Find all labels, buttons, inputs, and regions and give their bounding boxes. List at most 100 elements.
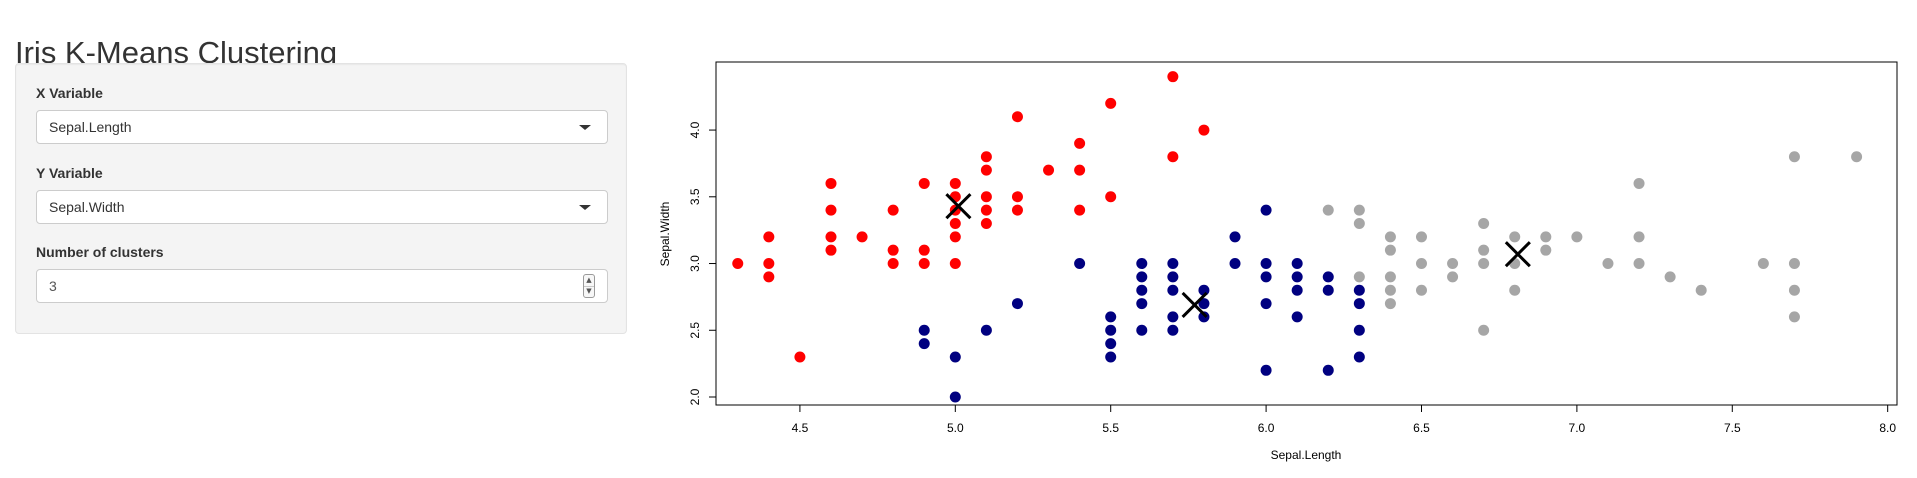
data-point-cluster-2 bbox=[1136, 258, 1148, 270]
data-point-cluster-1 bbox=[763, 271, 775, 283]
x-tick-label: 4.5 bbox=[792, 421, 809, 435]
data-point-cluster-2 bbox=[1167, 271, 1179, 283]
data-point-cluster-2 bbox=[1353, 324, 1365, 336]
x-tick-label: 7.0 bbox=[1569, 421, 1586, 435]
centroid-stroke bbox=[1504, 241, 1531, 268]
data-point-cluster-1 bbox=[1198, 124, 1210, 136]
data-point-cluster-2 bbox=[1260, 298, 1272, 310]
data-point-cluster-2 bbox=[1260, 364, 1272, 376]
y-tick-label: 3.0 bbox=[688, 255, 702, 272]
data-point-cluster-1 bbox=[1074, 204, 1086, 216]
data-point-cluster-1 bbox=[949, 177, 961, 189]
data-point-cluster-3 bbox=[1757, 258, 1769, 270]
data-point-cluster-3 bbox=[1384, 244, 1396, 256]
data-point-cluster-3 bbox=[1353, 271, 1365, 283]
data-point-cluster-2 bbox=[1074, 258, 1086, 270]
data-point-cluster-2 bbox=[1105, 338, 1117, 350]
data-point-cluster-3 bbox=[1478, 258, 1490, 270]
data-point-cluster-1 bbox=[980, 164, 992, 176]
centroid-stroke bbox=[1181, 291, 1208, 318]
clusters-field: Number of clusters 3 ▲ ▼ bbox=[36, 244, 608, 303]
y-tick-label: 4.0 bbox=[688, 121, 702, 138]
x-variable-label: X Variable bbox=[36, 85, 103, 101]
data-point-cluster-1 bbox=[763, 258, 775, 270]
centroid-markers bbox=[945, 193, 1531, 318]
data-point-cluster-2 bbox=[1105, 324, 1117, 336]
data-point-cluster-1 bbox=[918, 177, 930, 189]
x-axis: 4.5 5.0 5.5 6.0 6.5 7.0 7.5 8.0 bbox=[792, 404, 1896, 435]
clusters-stepper[interactable]: ▲ ▼ bbox=[583, 274, 595, 298]
data-point-cluster-1 bbox=[1105, 191, 1117, 203]
x-tick-label: 6.0 bbox=[1258, 421, 1275, 435]
spin-up-icon[interactable]: ▲ bbox=[584, 275, 594, 287]
centroid-x-icon bbox=[945, 193, 972, 220]
data-point-cluster-2 bbox=[1291, 311, 1303, 323]
data-point-cluster-1 bbox=[794, 351, 806, 363]
data-point-cluster-2 bbox=[1011, 298, 1023, 310]
data-point-cluster-1 bbox=[825, 231, 837, 243]
data-point-cluster-1 bbox=[825, 177, 837, 189]
data-point-cluster-1 bbox=[1011, 204, 1023, 216]
data-point-cluster-2 bbox=[1353, 284, 1365, 296]
data-point-cluster-2 bbox=[1229, 258, 1241, 270]
data-point-cluster-3 bbox=[1509, 284, 1521, 296]
x-variable-selected-value: Sepal.Length bbox=[49, 119, 132, 135]
data-point-cluster-3 bbox=[1415, 284, 1427, 296]
x-variable-select[interactable]: Sepal.Length bbox=[36, 110, 608, 144]
data-point-cluster-2 bbox=[918, 324, 930, 336]
data-point-cluster-1 bbox=[980, 217, 992, 229]
x-tick-label: 8.0 bbox=[1879, 421, 1896, 435]
spin-down-icon[interactable]: ▼ bbox=[586, 287, 592, 295]
data-point-cluster-2 bbox=[918, 338, 930, 350]
data-point-cluster-3 bbox=[1384, 271, 1396, 283]
data-point-cluster-3 bbox=[1851, 151, 1863, 163]
data-point-cluster-1 bbox=[856, 231, 868, 243]
y-variable-select[interactable]: Sepal.Width bbox=[36, 190, 608, 224]
plot-frame bbox=[715, 61, 1898, 406]
data-point-cluster-1 bbox=[1167, 151, 1179, 163]
data-point-cluster-1 bbox=[1074, 137, 1086, 149]
y-variable-selected-value: Sepal.Width bbox=[49, 199, 125, 215]
data-point-cluster-1 bbox=[1105, 97, 1117, 109]
data-point-cluster-3 bbox=[1788, 151, 1800, 163]
data-point-cluster-3 bbox=[1540, 244, 1552, 256]
data-points bbox=[732, 71, 1863, 403]
data-point-cluster-2 bbox=[949, 391, 961, 403]
data-point-cluster-1 bbox=[1011, 111, 1023, 123]
y-axis: 2.0 2.5 3.0 3.5 4.0 bbox=[688, 121, 717, 405]
data-point-cluster-3 bbox=[1415, 231, 1427, 243]
x-tick-label: 6.5 bbox=[1413, 421, 1430, 435]
data-point-cluster-3 bbox=[1633, 258, 1645, 270]
data-point-cluster-3 bbox=[1415, 258, 1427, 270]
data-point-cluster-1 bbox=[949, 231, 961, 243]
data-point-cluster-2 bbox=[1229, 231, 1241, 243]
data-point-cluster-2 bbox=[949, 351, 961, 363]
x-tick-label: 5.5 bbox=[1102, 421, 1119, 435]
chevron-down-icon bbox=[579, 205, 591, 210]
x-tick-label: 5.0 bbox=[947, 421, 964, 435]
data-point-cluster-3 bbox=[1353, 217, 1365, 229]
data-point-cluster-2 bbox=[1198, 284, 1210, 296]
data-point-cluster-1 bbox=[732, 258, 744, 270]
data-point-cluster-2 bbox=[1260, 258, 1272, 270]
sidebar-panel: X Variable Sepal.Length Y Variable Sepal… bbox=[15, 63, 627, 334]
data-point-cluster-3 bbox=[1447, 271, 1459, 283]
data-point-cluster-3 bbox=[1695, 284, 1707, 296]
data-point-cluster-1 bbox=[949, 258, 961, 270]
data-point-cluster-2 bbox=[1322, 364, 1334, 376]
clusters-input[interactable]: 3 ▲ ▼ bbox=[36, 269, 608, 303]
data-point-cluster-3 bbox=[1478, 324, 1490, 336]
data-point-cluster-2 bbox=[1136, 324, 1148, 336]
data-point-cluster-3 bbox=[1322, 204, 1334, 216]
data-point-cluster-3 bbox=[1384, 231, 1396, 243]
data-point-cluster-1 bbox=[980, 191, 992, 203]
data-point-cluster-2 bbox=[1322, 271, 1334, 283]
data-point-cluster-3 bbox=[1384, 284, 1396, 296]
data-point-cluster-2 bbox=[1291, 258, 1303, 270]
centroid-x-icon bbox=[1181, 291, 1208, 318]
x-axis-title: Sepal.Length bbox=[1271, 448, 1342, 462]
data-point-cluster-3 bbox=[1478, 217, 1490, 229]
data-point-cluster-3 bbox=[1664, 271, 1676, 283]
y-variable-label: Y Variable bbox=[36, 165, 103, 181]
